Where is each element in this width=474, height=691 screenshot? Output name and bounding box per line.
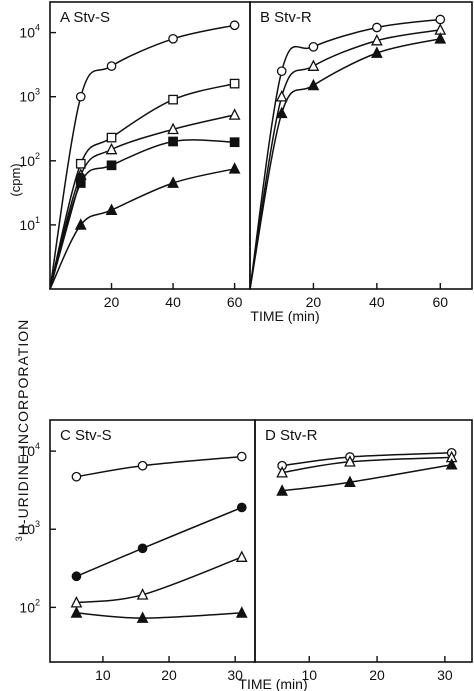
data-point-filled-triangle — [235, 606, 248, 618]
panel-label: D Stv-R — [265, 427, 318, 444]
panel-a: A Stv-S 101 102 103 104 20 40 60 — [19, 1, 251, 310]
x-tick-label: 40 — [369, 294, 385, 310]
x-tick-label: 60 — [432, 294, 448, 310]
data-point-open-square — [229, 78, 240, 89]
x-tick-label: 30 — [227, 667, 243, 683]
top-x-axis-label: TIME (min) — [250, 308, 319, 324]
panel-frame — [49, 1, 251, 290]
data-point-open-circle — [236, 451, 247, 462]
series-line-filled-circle — [49, 177, 82, 290]
x-tick-label: 30 — [437, 667, 453, 683]
data-point-filled-triangle — [105, 203, 118, 215]
x-tick-label: 20 — [161, 667, 177, 683]
data-point-open-triangle — [275, 90, 288, 102]
panel-b: B Stv-R 20 40 60 — [249, 1, 473, 310]
panel-label: A Stv-S — [60, 9, 110, 26]
panel-d: D Stv-R 10 20 30 — [254, 419, 473, 683]
data-point-filled-circle — [75, 172, 86, 183]
data-point-open-triangle — [167, 122, 179, 135]
data-point-filled-square — [229, 137, 240, 148]
data-point-open-triangle — [370, 33, 383, 46]
y-axis-label: 3H-URIDINE INCORPORATION — [14, 319, 31, 541]
y-tick-label: 104 — [19, 23, 40, 41]
panel-frame — [49, 419, 256, 663]
y-tick-label: 103 — [19, 87, 40, 105]
x-tick-label: 10 — [301, 667, 317, 683]
data-point-filled-triangle — [228, 162, 241, 174]
data-point-open-circle — [71, 471, 82, 482]
x-tick-label: 20 — [104, 294, 120, 310]
data-point-open-circle — [435, 14, 446, 25]
data-point-open-circle — [75, 91, 86, 102]
data-point-open-circle — [229, 20, 240, 31]
x-tick-label: 10 — [95, 667, 111, 683]
data-point-filled-triangle — [370, 46, 383, 58]
data-point-filled-circle — [236, 502, 247, 513]
data-point-open-square — [106, 132, 117, 143]
x-tick-label: 20 — [306, 294, 322, 310]
data-point-open-circle — [168, 33, 178, 44]
series-line-open-circle — [49, 24, 235, 290]
panel-label: B Stv-R — [260, 9, 312, 26]
data-point-open-circle — [137, 460, 148, 471]
data-point-open-square — [168, 94, 178, 105]
y-tick-label: 103 — [19, 519, 40, 537]
data-point-open-triangle — [276, 466, 288, 478]
data-point-filled-triangle — [167, 176, 179, 188]
x-tick-label: 20 — [369, 667, 385, 683]
data-point-open-triangle — [344, 455, 356, 467]
bottom-x-axis-label: TIME (min) — [238, 676, 307, 691]
x-tick-label: 60 — [227, 294, 243, 310]
panel-label: C Stv-S — [60, 427, 112, 444]
panel-frame — [254, 419, 473, 663]
data-point-filled-triangle — [434, 32, 447, 44]
data-point-open-circle — [372, 22, 382, 33]
data-point-filled-triangle — [275, 106, 288, 119]
data-point-filled-triangle — [70, 606, 83, 618]
data-point-filled-triangle — [74, 218, 87, 230]
series-line-open-circle — [249, 18, 441, 290]
y-axis-units: (cpm) — [8, 163, 23, 196]
data-point-filled-triangle — [276, 484, 288, 496]
data-point-filled-circle — [71, 571, 82, 582]
data-point-open-circle — [276, 66, 287, 77]
series-line-filled-triangle — [249, 38, 441, 290]
y-tick-label: 101 — [19, 215, 40, 233]
data-point-filled-circle — [137, 543, 148, 554]
y-tick-label: 102 — [19, 597, 40, 615]
panel-frame — [249, 1, 473, 290]
series-line-open-circle — [76, 455, 242, 478]
data-point-open-triangle — [105, 142, 118, 155]
data-point-open-triangle — [307, 59, 320, 71]
series-line-open-triangle — [76, 556, 243, 604]
data-point-open-circle — [106, 61, 117, 71]
data-point-open-triangle — [235, 550, 248, 562]
data-point-filled-square — [168, 136, 178, 147]
series-line-open-triangle — [249, 29, 441, 290]
data-point-filled-triangle — [307, 78, 320, 91]
x-tick-label: 40 — [165, 294, 181, 310]
y-axis-label-superscript: 3 — [14, 535, 24, 541]
data-point-filled-square — [106, 160, 117, 171]
series-line-open-circle — [282, 452, 452, 467]
series-line-open-triangle — [281, 456, 452, 474]
series-line-filled-triangle — [76, 612, 242, 619]
y-axis-label-text: H-URIDINE INCORPORATION — [15, 319, 31, 535]
data-point-open-square — [75, 158, 86, 169]
y-tick-label: 102 — [19, 151, 40, 169]
y-tick-label: 104 — [19, 441, 40, 459]
data-point-open-triangle — [228, 108, 241, 120]
data-point-filled-triangle — [445, 458, 458, 470]
data-point-open-circle — [308, 41, 319, 52]
data-point-filled-triangle — [136, 611, 149, 623]
panel-c: C Stv-S 102 103 104 10 20 30 — [19, 419, 256, 683]
data-point-filled-triangle — [344, 475, 356, 488]
data-point-open-triangle — [136, 588, 149, 600]
series-line-filled-circle — [76, 506, 243, 577]
